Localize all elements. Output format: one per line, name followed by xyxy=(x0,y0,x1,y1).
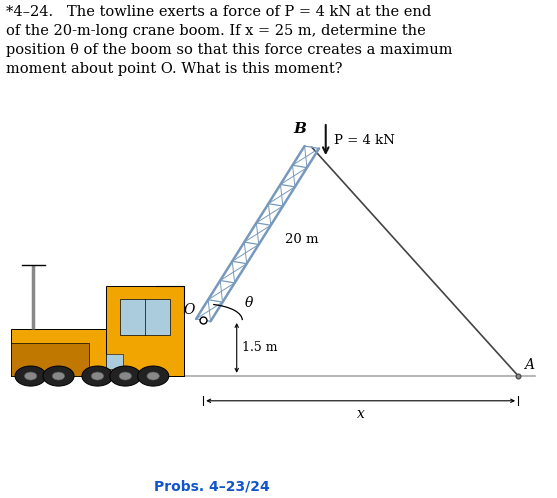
Circle shape xyxy=(15,366,46,386)
Circle shape xyxy=(91,372,104,380)
Text: P = 4 kN: P = 4 kN xyxy=(334,133,395,146)
FancyBboxPatch shape xyxy=(11,343,89,375)
Text: 20 m: 20 m xyxy=(285,233,319,246)
Circle shape xyxy=(147,372,159,380)
Circle shape xyxy=(138,366,169,386)
Circle shape xyxy=(110,366,141,386)
FancyBboxPatch shape xyxy=(11,329,184,375)
Text: 1.5 m: 1.5 m xyxy=(242,342,278,355)
Circle shape xyxy=(119,372,131,380)
Circle shape xyxy=(43,366,74,386)
Text: *4–24.   The towline exerts a force of P = 4 kN at the end
of the 20-m-long cran: *4–24. The towline exerts a force of P =… xyxy=(6,5,452,76)
Circle shape xyxy=(52,372,65,380)
Text: x: x xyxy=(356,407,365,421)
Text: A: A xyxy=(524,358,534,372)
FancyBboxPatch shape xyxy=(120,299,170,335)
Text: θ: θ xyxy=(245,296,253,310)
Circle shape xyxy=(82,366,113,386)
Text: B: B xyxy=(294,123,306,136)
FancyBboxPatch shape xyxy=(106,354,123,369)
FancyBboxPatch shape xyxy=(106,286,184,375)
Text: O: O xyxy=(184,302,195,317)
Circle shape xyxy=(25,372,37,380)
Text: Probs. 4–23/24: Probs. 4–23/24 xyxy=(154,479,270,493)
